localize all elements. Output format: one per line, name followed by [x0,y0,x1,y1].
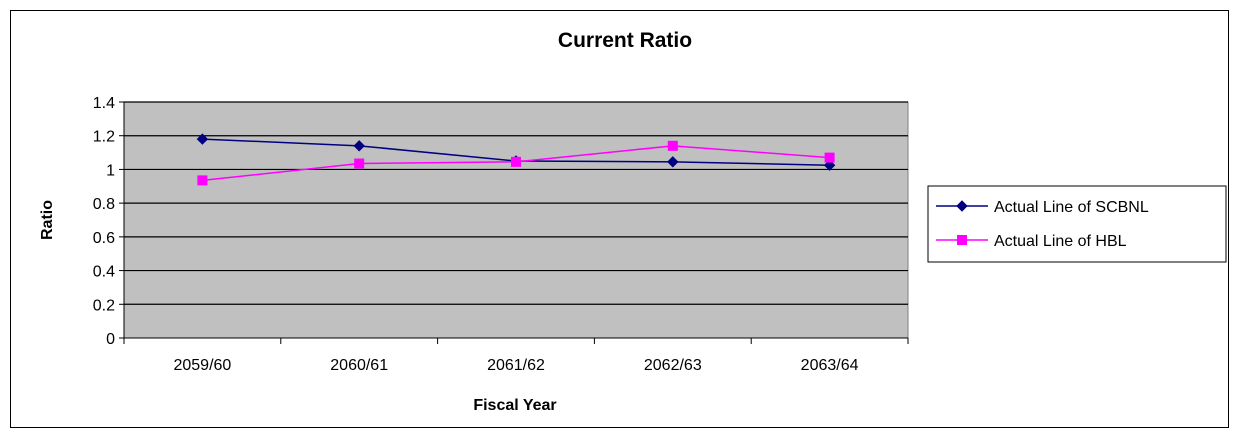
legend: Actual Line of SCBNL Actual Line of HBL [927,185,1227,263]
x-axis-title: Fiscal Year [473,397,556,414]
legend-box [927,185,1227,263]
data-point [197,175,208,186]
data-point [196,133,209,145]
data-point [824,152,835,163]
x-tick-label: 2063/64 [801,357,859,374]
legend-entry: Actual Line of HBL [936,233,1127,250]
data-point [667,140,678,151]
plot-area [123,101,909,339]
legend-label: Actual Line of SCBNL [994,199,1149,216]
data-point [353,140,365,152]
legend-marker [957,235,967,245]
series-2 [197,140,835,186]
data-point [667,156,679,168]
series-lines [196,133,836,186]
x-tick-labels: 2059/60 2060/61 2061/62 2062/63 2063/64 [173,357,858,374]
data-point [354,158,365,169]
legend-entry: Actual Line of SCBNL [936,199,1149,216]
y-tick-label: 0.6 [93,230,115,247]
data-point [823,159,836,171]
x-tick-label: 2060/61 [330,357,388,374]
y-tick-labels: 0 0.2 0.4 0.6 0.8 1 1.2 1.4 [93,95,115,348]
x-tick-label: 2062/63 [644,357,702,374]
y-tick-label: 0.4 [93,264,115,281]
y-tick-label: 0.2 [93,297,115,314]
y-tick-label: 0 [106,331,115,348]
y-tick-label: 1.2 [93,129,115,146]
legend-label: Actual Line of HBL [994,233,1127,250]
chart-title: Current Ratio [558,29,692,52]
y-tick-label: 1.4 [93,95,115,112]
axes [119,102,909,344]
y-tick-label: 0.8 [93,196,115,213]
y-axis-title: Ratio [39,200,56,240]
data-point [511,156,521,167]
gridlines [119,101,908,339]
legend-marker [956,200,968,212]
x-tick-label: 2061/62 [487,357,545,374]
x-tick-label: 2059/60 [173,357,231,374]
y-tick-label: 1 [106,162,115,179]
